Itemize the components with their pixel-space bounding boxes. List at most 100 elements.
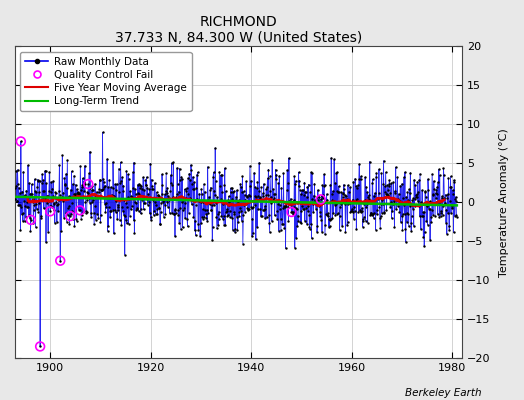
Point xyxy=(111,207,119,213)
Point xyxy=(232,197,240,204)
Point xyxy=(410,223,418,229)
Point xyxy=(310,180,319,187)
Point xyxy=(289,208,297,215)
Point xyxy=(171,233,179,240)
Point xyxy=(123,203,132,210)
Point xyxy=(267,200,275,206)
Point xyxy=(143,174,151,180)
Point xyxy=(292,205,301,211)
Point xyxy=(70,191,78,197)
Point xyxy=(451,194,460,200)
Point xyxy=(89,196,97,203)
Point xyxy=(335,189,343,196)
Point xyxy=(291,178,300,184)
Point xyxy=(272,208,281,214)
Point xyxy=(343,195,351,202)
Point xyxy=(135,191,144,197)
Point xyxy=(108,207,117,213)
Point xyxy=(34,178,42,184)
Point xyxy=(168,160,176,166)
Point xyxy=(363,189,372,195)
Point xyxy=(173,164,181,171)
Point xyxy=(305,211,313,218)
Point xyxy=(208,202,216,208)
Point xyxy=(339,194,347,200)
Point xyxy=(336,201,345,208)
Point xyxy=(362,204,370,210)
Point xyxy=(355,176,363,182)
Point xyxy=(65,203,73,210)
Point xyxy=(282,187,291,193)
Point xyxy=(232,194,241,200)
Point xyxy=(378,201,387,208)
Point xyxy=(105,204,113,210)
Point xyxy=(321,231,329,238)
Point xyxy=(388,194,396,201)
Point xyxy=(240,202,248,208)
Point xyxy=(184,191,193,198)
Point xyxy=(280,224,289,231)
Point xyxy=(67,210,75,217)
Point xyxy=(32,206,41,212)
Point xyxy=(308,235,316,242)
Point xyxy=(59,189,68,196)
Point xyxy=(30,176,39,182)
Point xyxy=(437,207,445,214)
Point xyxy=(432,186,441,193)
Point xyxy=(402,210,411,216)
Point xyxy=(305,224,314,230)
Point xyxy=(286,199,294,206)
Point xyxy=(287,209,296,215)
Point xyxy=(126,188,134,194)
Point xyxy=(399,174,408,181)
Point xyxy=(326,216,335,222)
Point xyxy=(25,212,33,218)
Point xyxy=(122,200,130,206)
Point xyxy=(298,187,306,193)
Point xyxy=(155,192,163,199)
Point xyxy=(237,217,246,224)
Point xyxy=(161,211,170,217)
Point xyxy=(178,224,187,230)
Point xyxy=(395,198,403,204)
Point xyxy=(209,169,217,176)
Point xyxy=(374,195,383,201)
Point xyxy=(161,191,169,197)
Point xyxy=(138,186,146,192)
Point xyxy=(84,181,93,187)
Point xyxy=(353,199,362,205)
Point xyxy=(43,193,52,199)
Point xyxy=(216,172,225,179)
Point xyxy=(231,229,239,235)
Point xyxy=(195,198,204,204)
Point xyxy=(21,192,30,198)
Point xyxy=(39,188,48,194)
Point xyxy=(162,170,170,177)
Point xyxy=(90,210,98,216)
Point xyxy=(151,199,159,205)
Point xyxy=(330,156,339,162)
Point xyxy=(14,180,22,187)
Point xyxy=(412,194,421,200)
Point xyxy=(12,168,20,174)
Point xyxy=(33,184,41,190)
Point xyxy=(413,190,421,197)
Point xyxy=(144,191,152,197)
Point xyxy=(382,191,390,197)
Point xyxy=(385,181,393,187)
Point xyxy=(166,196,174,202)
Point xyxy=(271,190,279,197)
Point xyxy=(178,176,187,182)
Point xyxy=(36,197,45,204)
Point xyxy=(314,187,322,193)
Point xyxy=(200,214,209,220)
Point xyxy=(319,192,327,198)
Point xyxy=(449,229,457,236)
Point xyxy=(58,194,66,200)
Point xyxy=(332,210,341,217)
Point xyxy=(171,206,180,212)
Point xyxy=(403,219,411,225)
Point xyxy=(270,212,279,218)
Point xyxy=(104,184,112,190)
Point xyxy=(40,188,49,194)
